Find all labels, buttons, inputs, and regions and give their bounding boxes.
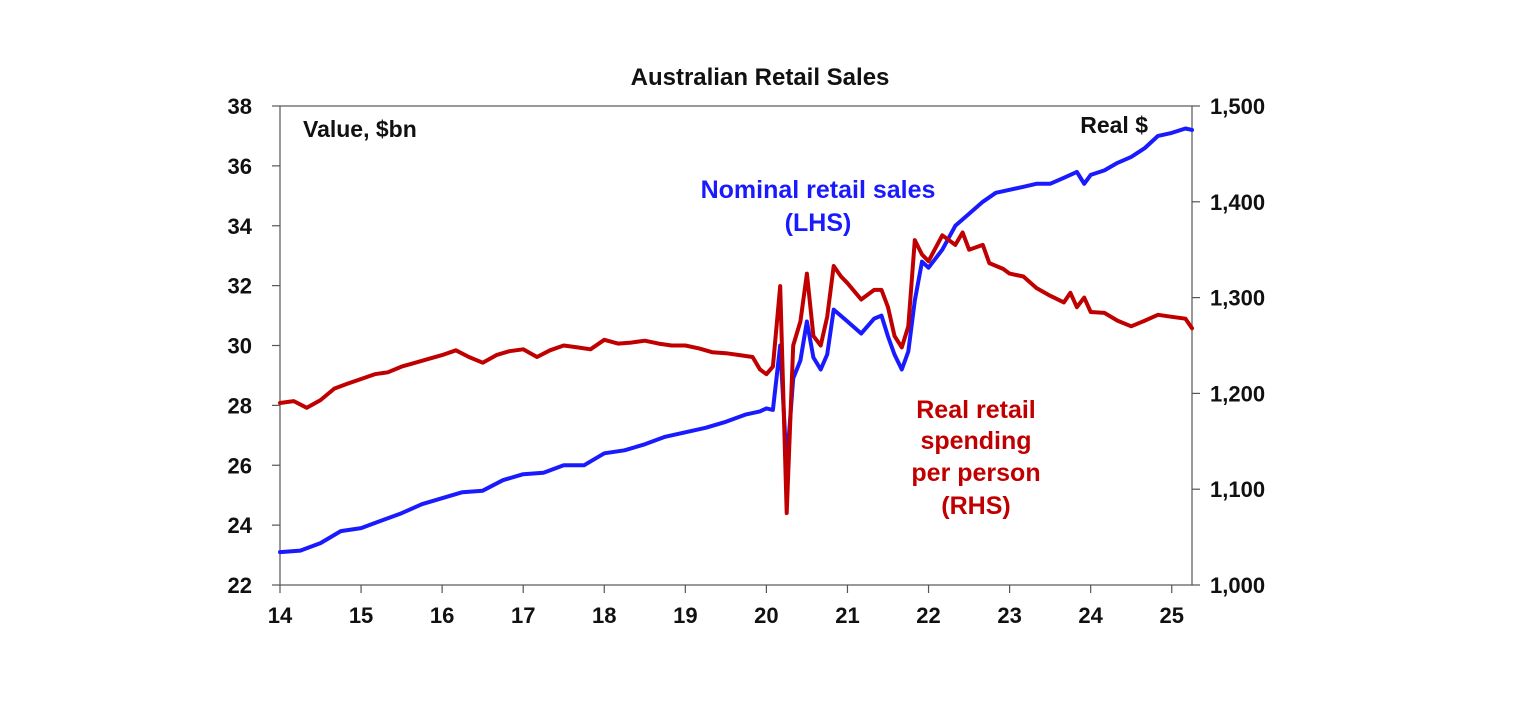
y-right-tick-label: 1,500 — [1210, 94, 1265, 119]
real-annotation-line-2: spending — [920, 427, 1031, 455]
x-tick-label: 24 — [1078, 603, 1103, 628]
nominal-annotation: Nominal retail sales (LHS) — [701, 176, 936, 237]
chart-title: Australian Retail Sales — [631, 64, 890, 91]
real-annotation-line-3: per person — [911, 459, 1040, 487]
y-left-tick-label: 34 — [228, 214, 253, 239]
nominal-annotation-line-2: (LHS) — [785, 209, 852, 237]
right-axis-unit-label: Real $ — [1080, 112, 1148, 138]
y-left-tick-label: 24 — [228, 513, 253, 538]
x-tick-label: 18 — [592, 603, 616, 628]
x-tick-label: 21 — [835, 603, 859, 628]
x-axis: 14 15 16 17 18 19 20 21 22 23 24 25 — [268, 585, 1184, 628]
y-right-tick-label: 1,100 — [1210, 477, 1265, 502]
y-left-axis: 22 24 26 28 30 32 34 36 38 — [228, 94, 280, 598]
y-right-tick-label: 1,300 — [1210, 286, 1265, 311]
nominal-annotation-line-1: Nominal retail sales — [701, 176, 936, 204]
y-left-tick-label: 22 — [228, 573, 252, 598]
x-tick-label: 23 — [997, 603, 1021, 628]
y-left-tick-label: 28 — [228, 393, 252, 418]
x-tick-label: 25 — [1159, 603, 1183, 628]
left-axis-unit-label: Value, $bn — [303, 116, 417, 142]
y-right-axis: 1,000 1,100 1,200 1,300 1,400 1,500 — [1192, 94, 1265, 598]
real-annotation-line-4: (RHS) — [941, 492, 1010, 520]
x-tick-label: 14 — [268, 603, 293, 628]
x-tick-label: 16 — [430, 603, 454, 628]
y-left-tick-label: 38 — [228, 94, 252, 119]
y-left-tick-label: 32 — [228, 274, 252, 299]
x-tick-label: 17 — [511, 603, 535, 628]
y-right-tick-label: 1,000 — [1210, 573, 1265, 598]
x-tick-label: 15 — [349, 603, 373, 628]
real-annotation-line-1: Real retail — [916, 396, 1036, 424]
y-left-tick-label: 30 — [228, 334, 252, 359]
real-series-line — [278, 230, 1194, 516]
x-tick-label: 20 — [754, 603, 778, 628]
y-left-tick-label: 26 — [228, 453, 252, 478]
x-tick-label: 22 — [916, 603, 940, 628]
real-annotation: Real retail spending per person (RHS) — [911, 396, 1040, 520]
y-right-tick-label: 1,200 — [1210, 381, 1265, 406]
y-left-tick-label: 36 — [228, 154, 252, 179]
series-layer — [278, 126, 1194, 555]
x-tick-label: 19 — [673, 603, 697, 628]
y-right-tick-label: 1,400 — [1210, 190, 1265, 215]
nominal-series-line — [278, 126, 1194, 555]
